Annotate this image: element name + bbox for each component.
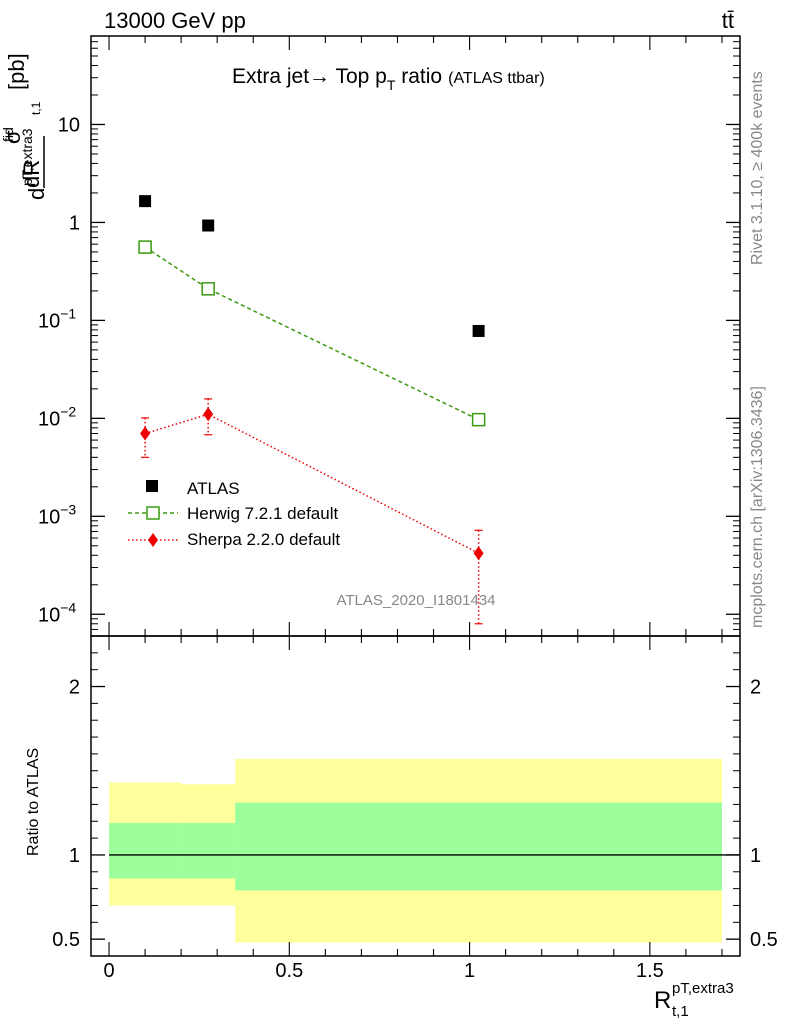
ratio-xtick-label: 0 <box>103 960 114 982</box>
legend-marker-herwig <box>146 506 160 520</box>
herwig-point <box>138 240 152 254</box>
svg-text:fid: fid <box>0 127 16 142</box>
ratio-panel: 2 2 1 1 0.5 0.5 0 0.5 1 1.5 <box>52 635 778 982</box>
ratio-xtick-label: 0.5 <box>275 960 303 982</box>
rivet-version-label: Rivet 3.1.10, ≥ 400k events <box>749 71 766 265</box>
main-axes: 10 1 10−1 10−2 10−3 10−4 <box>38 35 740 637</box>
legend-label-atlas: ATLAS <box>187 479 240 498</box>
ratio-ytick-label: 1 <box>69 845 80 867</box>
ratio-bands <box>109 758 740 943</box>
legend-marker-atlas <box>146 480 158 492</box>
ratio-xtick-label: 1 <box>464 960 475 982</box>
svg-text:[pb]: [pb] <box>4 53 29 90</box>
svg-text:R: R <box>654 987 671 1014</box>
legend: ATLAS Herwig 7.2.1 default Sherpa 2.2.0 … <box>128 479 340 549</box>
ratio-ytick-label-right: 1 <box>750 845 761 867</box>
ratio-xlabel: R pT,extra3 t,1 <box>654 980 734 1020</box>
main-ylabel: d dR σ fid pT,extra3 t,1 [pb] <box>0 53 49 200</box>
legend-label-sherpa: Sherpa 2.2.0 default <box>187 530 340 549</box>
ratio-band-inner <box>235 802 722 891</box>
ratio-xtick-label: 1.5 <box>636 960 664 982</box>
herwig-point <box>201 282 215 296</box>
main-ytick-label: 10−4 <box>38 599 76 626</box>
svg-text:d: d <box>24 188 49 200</box>
sherpa-point <box>203 407 214 422</box>
main-ytick-label: 10−2 <box>38 403 76 430</box>
ratio-ytick-label: 2 <box>69 677 80 699</box>
main-ytick-label: 10−1 <box>38 305 76 332</box>
herwig-line <box>144 246 479 421</box>
main-ytick-label: 1 <box>69 212 80 234</box>
ratio-frame <box>90 635 741 957</box>
svg-text:t,1: t,1 <box>29 101 43 115</box>
ratio-band-inner <box>109 822 182 879</box>
svg-text:σ: σ <box>0 130 25 144</box>
energy-label: 13000 GeV pp <box>104 8 246 33</box>
ratio-ytick-label-right: 2 <box>750 677 761 699</box>
sherpa-line <box>144 413 479 554</box>
main-panel: 10 1 10−1 10−2 10−3 10−4 <box>38 35 741 637</box>
ratio-band-inner <box>181 822 236 879</box>
svg-text:pT,extra3: pT,extra3 <box>19 128 35 186</box>
ratio-axes: 2 2 1 1 0.5 0.5 0 0.5 1 1.5 <box>52 636 778 982</box>
svg-text:pT,extra3: pT,extra3 <box>672 980 734 997</box>
ratio-ytick-label-right: 0.5 <box>750 929 778 951</box>
atlas-point <box>202 219 215 232</box>
main-ytick-label: 10−3 <box>38 501 76 528</box>
legend-label-herwig: Herwig 7.2.1 default <box>187 504 338 523</box>
atlas-point <box>472 324 485 337</box>
mcplots-label: mcplots.cern.ch [arXiv:1306.3436] <box>749 386 766 628</box>
svg-text:t,1: t,1 <box>672 1003 689 1020</box>
plot-title: Extra jet→ Top pT ratio (ATLAS ttbar) <box>232 65 545 93</box>
herwig-point <box>471 412 486 427</box>
ratio-ylabel: Ratio to ATLAS <box>25 748 42 856</box>
main-series <box>138 195 486 625</box>
atlas-point <box>139 195 152 208</box>
sherpa-point <box>140 426 151 441</box>
ratio-ytick-label: 0.5 <box>52 929 80 951</box>
main-ytick-label: 10 <box>58 114 80 136</box>
legend-marker-sherpa <box>148 533 158 547</box>
process-label: tt̄ <box>722 8 734 33</box>
analysis-id-label: ATLAS_2020_I1801434 <box>336 592 495 609</box>
sherpa-point <box>473 546 484 561</box>
svg-text:dR: dR <box>19 160 44 188</box>
